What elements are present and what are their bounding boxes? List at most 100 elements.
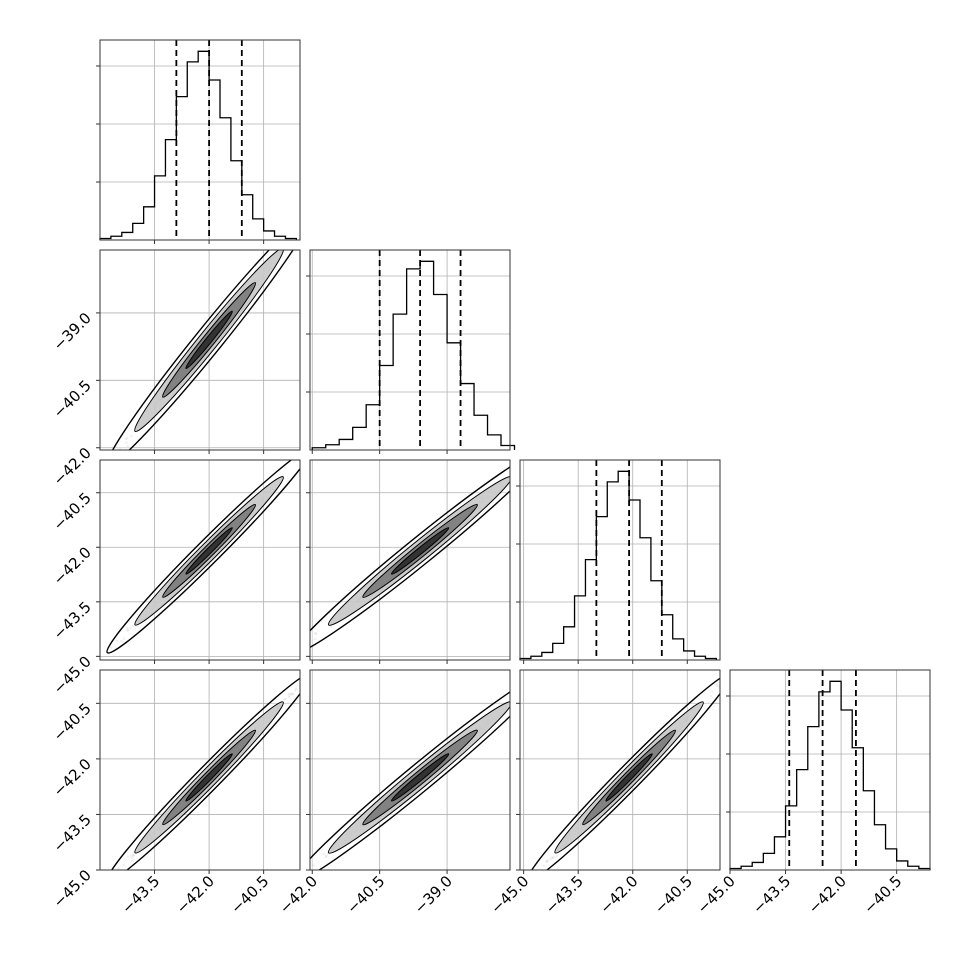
panel-frame [309,459,511,661]
plot-area [106,459,304,654]
scatter-point [131,853,135,857]
scatter-point [322,852,326,856]
histogram-bars [519,470,718,660]
scatter-point [516,695,519,698]
scatter-point [129,626,132,630]
panel-frame [309,669,511,871]
scatter-panel-0-3: −43.5 −42.0 −40.5−45.0−43.5−42.0−40.5 [50,654,331,917]
y-tick-label: −45.0 [50,866,95,911]
scatter-point [126,444,130,448]
scatter-point [294,689,297,692]
panel-frame [729,669,931,871]
histogram-bars [311,260,516,450]
scatter-point [287,241,290,244]
scatter-point [130,434,133,438]
x-tick-label: −43.5 [749,872,794,917]
scatter-point [285,884,288,887]
scatter-point [124,437,128,441]
scatter-point [132,624,135,628]
scatter-point [328,654,331,657]
x-tick-label: −42.0 [805,872,850,917]
scatter-point [313,632,317,635]
scatter-point [284,245,287,248]
scatter-point [525,464,528,467]
scatter-point [546,859,550,862]
scatter-point [287,695,291,699]
scatter-point [301,226,304,229]
scatter-point [511,475,514,478]
scatter-point [711,690,714,694]
x-tick-label: −42.0 [596,872,641,917]
scatter-point [129,854,133,858]
plot-area [106,654,331,870]
scatter-point [314,632,318,635]
scatter-panel-0-2: −45.0 −43.5 −42.0 −40.5 [50,459,304,698]
histogram-panel-2 [516,459,721,664]
scatter-point [125,437,129,440]
scatter-panel-2-3: −45.0 −43.5 −42.0 −40.5 [487,669,721,917]
panel-frame [519,459,721,661]
plot-area [310,451,543,654]
scatter-point [552,855,555,859]
scatter-point [565,654,568,657]
scatter-point [115,639,119,643]
scatter-point [292,692,295,696]
y-tick-label: −40.5 [50,489,95,534]
y-tick-label: −42.0 [50,755,95,800]
scatter-point [283,698,286,701]
scatter-point [292,234,295,237]
scatter-point [120,639,123,643]
x-tick-label: −42.0 [276,872,321,917]
scatter-point [290,693,293,696]
scatter-point [566,656,569,659]
scatter-point [510,479,513,482]
scatter-point [132,853,136,857]
histogram-panel-0 [96,39,301,244]
panel-frame [99,459,301,661]
scatter-point [511,478,514,481]
scatter-point [533,679,536,682]
scatter-point [715,683,719,686]
x-tick-label: −40.5 [227,872,272,917]
scatter-point [709,694,713,698]
plot-area [526,672,720,874]
x-tick-label: −40.5 [860,872,905,917]
density-contour [185,753,233,802]
y-tick-label: −45.0 [50,652,95,697]
density-contour [605,753,653,802]
scatter-point [282,245,285,248]
scatter-point [119,451,122,454]
panel-frame [309,249,511,451]
density-contour [390,753,450,802]
scatter-point [302,682,305,685]
panel-frame [99,669,301,871]
plot-area [106,213,314,454]
scatter-point [555,854,558,858]
y-tick-label: −42.0 [50,444,95,489]
scatter-point [511,702,514,705]
scatter-point [294,687,298,691]
x-tick-label: −40.5 [651,872,696,917]
scatter-point [125,441,128,445]
x-tick-label: −43.5 [542,872,587,917]
scatter-point [314,637,317,641]
density-contour [390,527,450,575]
scatter-point [531,871,534,874]
y-tick-label: −43.5 [50,598,95,643]
scatter-point [714,684,718,687]
scatter-point [290,235,293,238]
scatter-panel-1-2 [306,451,543,664]
scatter-point [540,451,543,454]
histogram-panel-1 [306,249,516,454]
scatter-point [311,863,315,867]
scatter-point [311,213,314,216]
scatter-point [325,854,328,857]
panel-frame [99,39,301,241]
histogram-bars [729,680,931,870]
scatter-point [118,447,122,450]
scatter-point [122,637,126,640]
x-tick-label: −43.5 [118,872,163,917]
y-tick-label: −40.5 [50,699,95,744]
scatter-point [510,704,513,707]
scatter-point [301,459,304,462]
